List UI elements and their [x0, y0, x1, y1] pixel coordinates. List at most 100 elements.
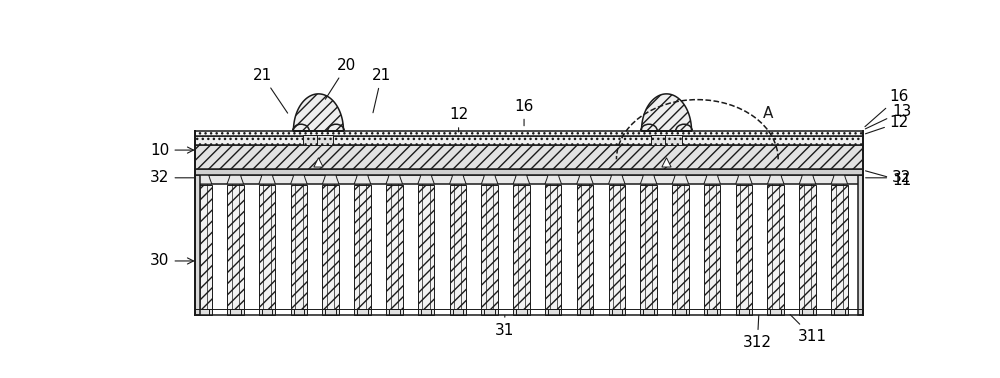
Text: 21: 21 — [372, 68, 391, 113]
Text: 11: 11 — [866, 171, 911, 188]
Bar — [481, 309, 484, 315]
Polygon shape — [767, 173, 784, 184]
Bar — [640, 309, 643, 315]
Bar — [704, 185, 720, 309]
Bar — [272, 309, 275, 315]
Text: 12: 12 — [449, 107, 468, 132]
Text: 311: 311 — [790, 314, 826, 344]
Bar — [834, 309, 845, 315]
Polygon shape — [662, 158, 671, 167]
Bar — [386, 309, 389, 315]
Bar — [227, 309, 230, 315]
Bar — [450, 185, 466, 309]
Polygon shape — [481, 173, 498, 184]
Bar — [781, 309, 784, 315]
Bar — [513, 309, 516, 315]
Polygon shape — [314, 158, 323, 167]
Bar — [612, 309, 622, 315]
Polygon shape — [386, 173, 403, 184]
Text: 12: 12 — [865, 115, 909, 134]
Bar — [609, 185, 625, 309]
Bar — [198, 309, 209, 315]
Text: 30: 30 — [150, 254, 194, 268]
Bar — [665, 135, 682, 146]
Polygon shape — [640, 173, 657, 184]
Bar — [672, 185, 689, 309]
Bar — [418, 309, 421, 315]
Polygon shape — [195, 173, 212, 184]
Bar — [195, 175, 200, 315]
Bar — [294, 309, 304, 315]
Bar — [770, 309, 781, 315]
Bar — [516, 309, 527, 315]
Bar — [195, 185, 212, 309]
Polygon shape — [545, 173, 561, 184]
Text: 16: 16 — [865, 89, 909, 127]
Polygon shape — [291, 173, 307, 184]
Polygon shape — [736, 173, 752, 184]
Polygon shape — [513, 173, 530, 184]
Polygon shape — [704, 173, 720, 184]
Polygon shape — [259, 173, 275, 184]
Bar — [195, 136, 863, 146]
Bar — [421, 309, 431, 315]
Bar — [672, 309, 675, 315]
Bar — [195, 146, 863, 169]
Polygon shape — [354, 173, 371, 184]
Bar — [799, 185, 816, 309]
Bar — [675, 309, 686, 315]
Bar — [431, 309, 434, 315]
Bar — [368, 309, 371, 315]
Text: 20: 20 — [325, 58, 357, 99]
Polygon shape — [322, 173, 339, 184]
Bar — [195, 169, 863, 175]
Bar — [622, 309, 625, 315]
Bar — [736, 185, 752, 309]
Bar — [654, 309, 657, 315]
Polygon shape — [293, 94, 343, 131]
Bar — [577, 309, 580, 315]
Bar — [527, 309, 530, 315]
Bar — [209, 309, 212, 315]
Bar — [230, 309, 241, 315]
Bar — [418, 185, 434, 309]
Bar — [858, 175, 863, 315]
Bar — [453, 309, 463, 315]
Bar — [707, 309, 717, 315]
Bar — [291, 309, 294, 315]
Bar — [400, 309, 403, 315]
Text: 32: 32 — [866, 170, 911, 185]
Bar — [386, 185, 403, 309]
Bar — [481, 185, 498, 309]
Bar — [717, 309, 720, 315]
Bar — [304, 309, 307, 315]
Text: A: A — [763, 105, 773, 121]
Bar — [686, 309, 689, 315]
Bar — [704, 309, 707, 315]
Bar — [322, 309, 325, 315]
Bar — [354, 185, 371, 309]
Polygon shape — [577, 173, 593, 184]
Bar — [749, 309, 752, 315]
Bar — [317, 135, 333, 146]
Bar — [651, 135, 668, 146]
Polygon shape — [831, 173, 848, 184]
Text: 32: 32 — [150, 170, 195, 185]
Bar — [303, 135, 320, 146]
Text: 10: 10 — [150, 143, 194, 158]
Bar — [643, 309, 654, 315]
Bar — [354, 309, 357, 315]
Bar — [336, 309, 339, 315]
Bar — [389, 309, 400, 315]
Bar — [609, 309, 612, 315]
Text: 21: 21 — [253, 68, 288, 113]
Bar — [845, 309, 848, 315]
Polygon shape — [609, 173, 625, 184]
Bar — [322, 185, 339, 309]
Bar — [831, 309, 834, 315]
Bar — [640, 185, 657, 309]
Bar — [262, 309, 272, 315]
Bar — [590, 309, 593, 315]
Polygon shape — [672, 173, 689, 184]
Bar — [513, 185, 530, 309]
